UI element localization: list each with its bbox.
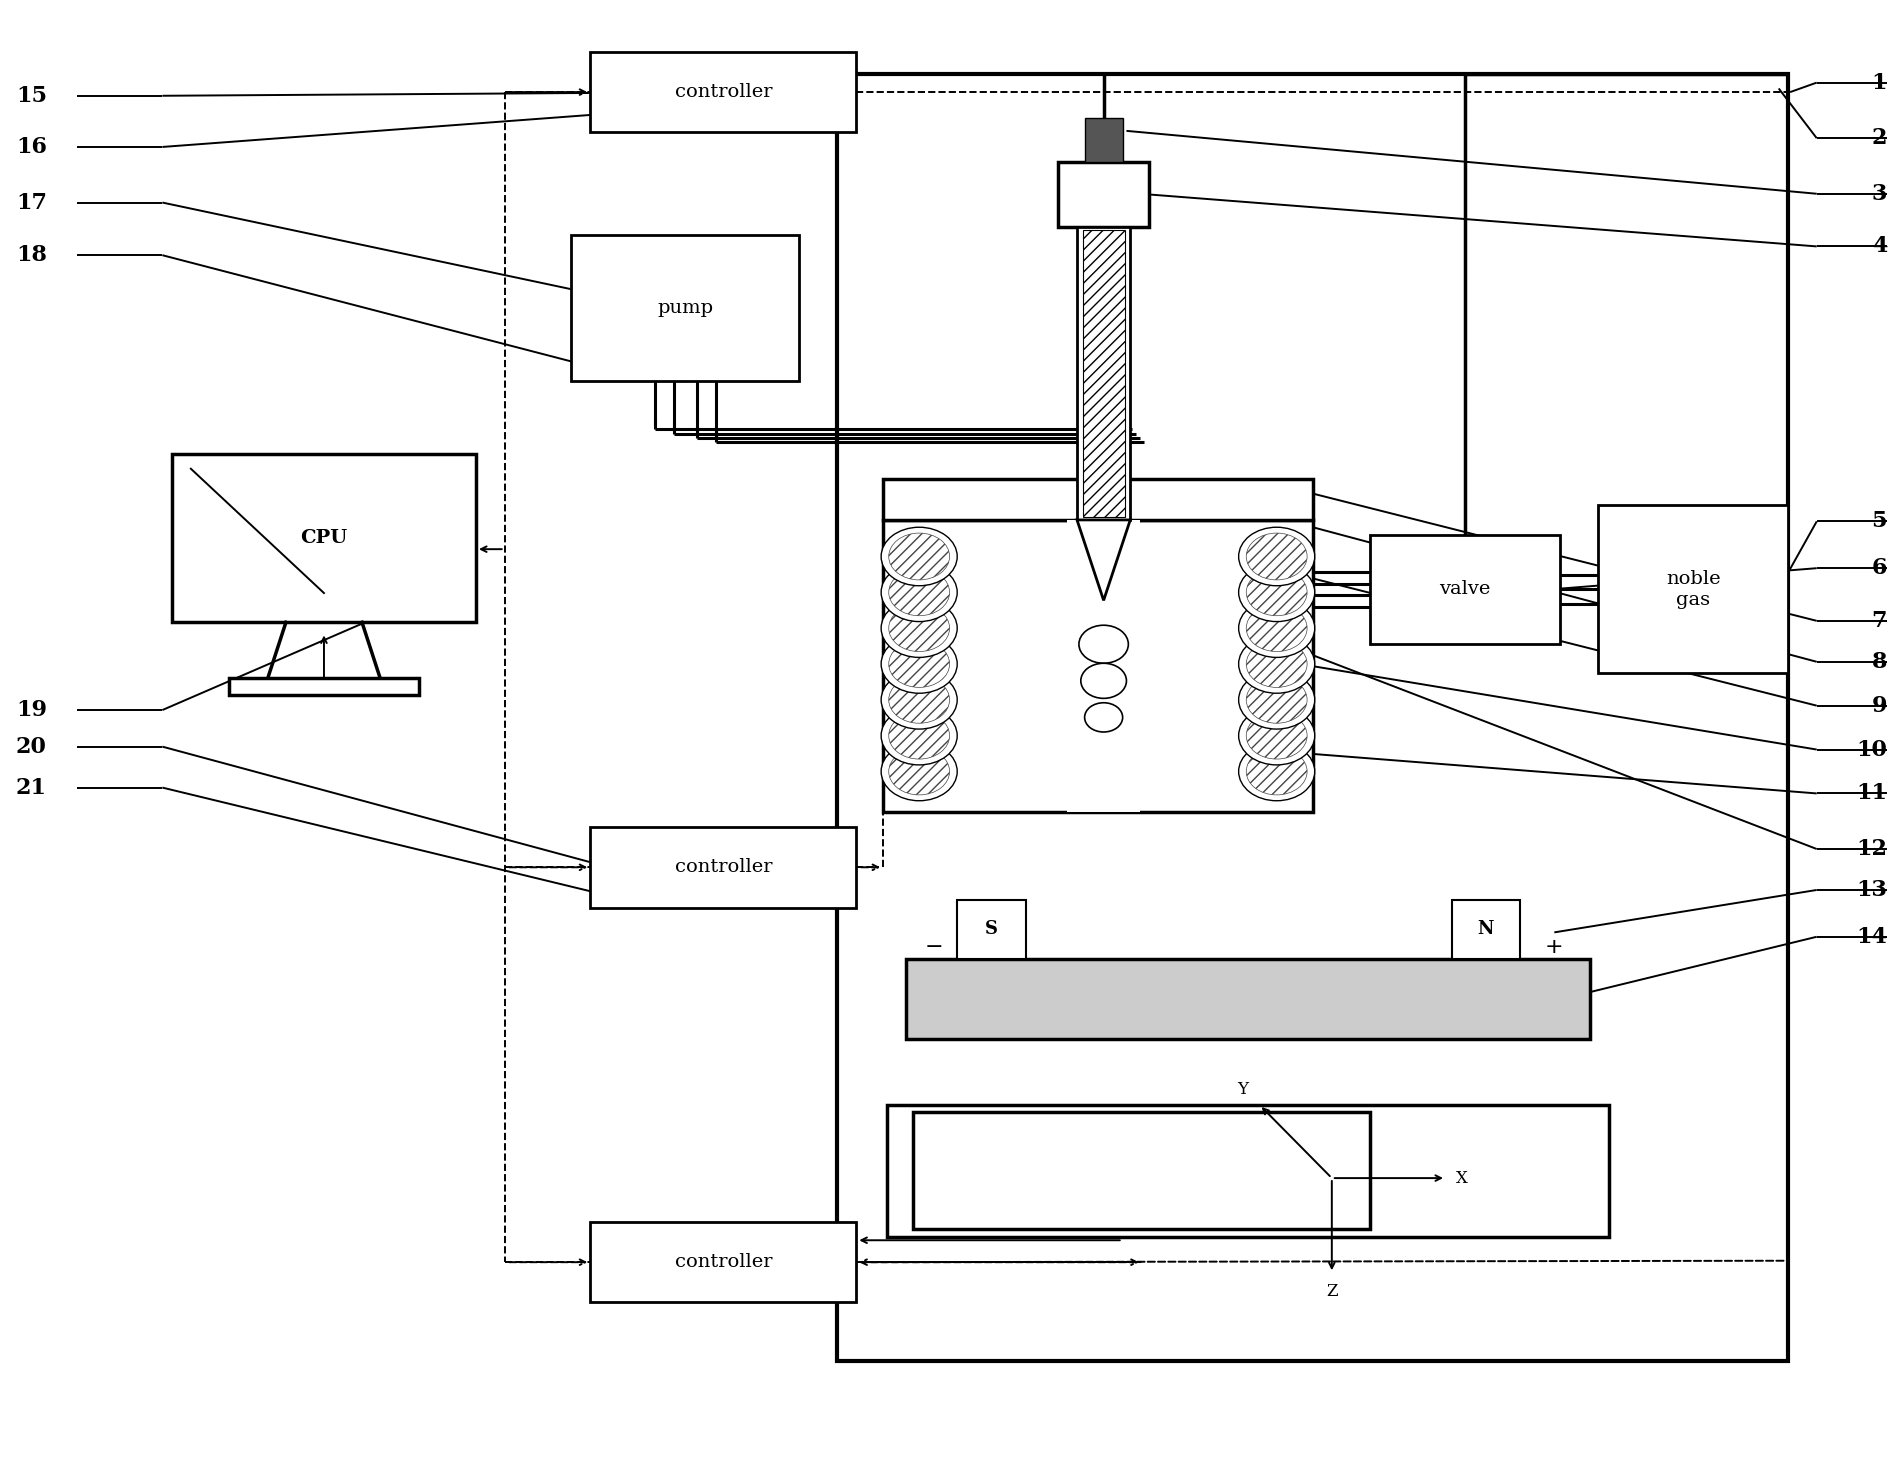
- Text: 4: 4: [1873, 236, 1888, 258]
- Text: CPU: CPU: [301, 529, 348, 548]
- Circle shape: [1239, 564, 1315, 622]
- Bar: [171, 454, 476, 622]
- Text: 14: 14: [1855, 925, 1888, 947]
- Text: 3: 3: [1873, 183, 1888, 205]
- Circle shape: [881, 599, 957, 657]
- Circle shape: [1246, 605, 1307, 651]
- Circle shape: [1081, 663, 1127, 698]
- Circle shape: [1246, 713, 1307, 758]
- Circle shape: [1246, 533, 1307, 580]
- Text: pump: pump: [657, 299, 714, 316]
- Bar: [590, 1222, 856, 1303]
- Text: 19: 19: [15, 700, 48, 722]
- Text: 6: 6: [1871, 558, 1888, 580]
- Bar: [1452, 900, 1520, 959]
- Circle shape: [1239, 707, 1315, 764]
- Bar: [1085, 117, 1123, 161]
- Circle shape: [1239, 635, 1315, 694]
- Circle shape: [881, 707, 957, 764]
- Bar: [228, 678, 419, 695]
- Circle shape: [881, 671, 957, 729]
- Circle shape: [889, 605, 950, 651]
- Text: noble
gas: noble gas: [1665, 569, 1720, 609]
- Bar: [837, 73, 1789, 1362]
- Circle shape: [1246, 641, 1307, 688]
- Circle shape: [1239, 527, 1315, 586]
- Text: 15: 15: [15, 85, 48, 107]
- Circle shape: [889, 533, 950, 580]
- Circle shape: [1085, 703, 1123, 732]
- Text: 16: 16: [15, 136, 48, 158]
- Bar: [887, 1105, 1610, 1237]
- Circle shape: [889, 641, 950, 688]
- Text: −: −: [925, 937, 944, 957]
- Bar: [1083, 230, 1125, 517]
- Text: 12: 12: [1855, 837, 1888, 859]
- Circle shape: [1246, 569, 1307, 616]
- Bar: [906, 959, 1591, 1039]
- Text: 21: 21: [15, 776, 48, 798]
- Text: 9: 9: [1871, 695, 1888, 717]
- Bar: [590, 827, 856, 908]
- Circle shape: [1239, 599, 1315, 657]
- Text: 17: 17: [15, 192, 48, 214]
- Text: 11: 11: [1855, 782, 1888, 804]
- Text: X: X: [1456, 1170, 1467, 1187]
- Text: 10: 10: [1855, 738, 1888, 761]
- Circle shape: [889, 676, 950, 723]
- Text: +: +: [1545, 937, 1564, 957]
- Text: Y: Y: [1237, 1080, 1248, 1098]
- Bar: [1068, 520, 1140, 813]
- Text: controller: controller: [674, 83, 773, 101]
- Bar: [1370, 534, 1560, 644]
- Circle shape: [881, 564, 957, 622]
- Text: 20: 20: [15, 735, 48, 758]
- Text: 13: 13: [1855, 878, 1888, 900]
- Bar: [1077, 227, 1130, 520]
- Text: 2: 2: [1871, 127, 1888, 149]
- Text: 18: 18: [15, 244, 48, 266]
- Bar: [883, 520, 1313, 813]
- Bar: [913, 1113, 1370, 1230]
- Circle shape: [1239, 671, 1315, 729]
- Text: controller: controller: [674, 1253, 773, 1271]
- Circle shape: [1246, 748, 1307, 795]
- Text: S: S: [986, 921, 997, 938]
- Text: 1: 1: [1871, 72, 1888, 94]
- Text: N: N: [1477, 921, 1494, 938]
- Bar: [1599, 505, 1789, 673]
- Text: controller: controller: [674, 858, 773, 877]
- Circle shape: [881, 742, 957, 801]
- Circle shape: [881, 527, 957, 586]
- Bar: [590, 51, 856, 132]
- Text: Z: Z: [1326, 1284, 1338, 1300]
- Circle shape: [889, 569, 950, 616]
- Bar: [571, 234, 799, 381]
- Circle shape: [1246, 676, 1307, 723]
- Circle shape: [1239, 742, 1315, 801]
- Text: valve: valve: [1439, 580, 1490, 599]
- Circle shape: [881, 635, 957, 694]
- Text: 8: 8: [1871, 651, 1888, 673]
- Circle shape: [1079, 625, 1128, 663]
- Polygon shape: [1077, 520, 1130, 600]
- Text: 5: 5: [1871, 511, 1888, 533]
- Bar: [1058, 161, 1149, 227]
- Text: 7: 7: [1871, 610, 1888, 632]
- Circle shape: [889, 748, 950, 795]
- Bar: [883, 479, 1313, 520]
- Circle shape: [889, 713, 950, 758]
- Bar: [957, 900, 1026, 959]
